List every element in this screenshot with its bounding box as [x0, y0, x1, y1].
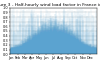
Title: Figure 3 - Half-hourly wind load factor in France in 2013: Figure 3 - Half-hourly wind load factor … — [0, 3, 100, 7]
